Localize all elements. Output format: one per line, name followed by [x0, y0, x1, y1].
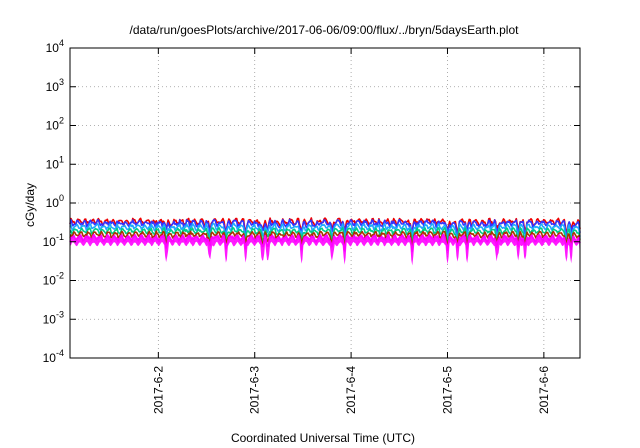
x-tick-label: 2017-6-2: [151, 366, 165, 414]
y-tick-label: 100: [46, 193, 64, 210]
y-tick-label: 101: [46, 154, 64, 171]
series-lines: [69, 217, 581, 253]
y-tick-label: 103: [46, 77, 64, 94]
series-line-3: [69, 222, 581, 243]
x-tick-label: 2017-6-4: [344, 366, 358, 414]
y-tick-label: 104: [46, 38, 64, 55]
x-tick-label: 2017-6-3: [248, 366, 262, 414]
y-tick-label: 102: [46, 116, 64, 133]
y-tick-label: 10-3: [43, 309, 64, 326]
grid-lines: [70, 48, 580, 358]
y-axis-ticks: 10-4 10-3 10-2 10-1 100 101 102 103 104: [43, 38, 580, 365]
y-tick-label: 10-4: [43, 348, 64, 365]
series-line-6: [69, 234, 581, 253]
chart-title: /data/run/goesPlots/archive/2017-06-06/0…: [130, 23, 520, 37]
x-tick-label: 2017-6-6: [537, 366, 551, 414]
series-line-2: [69, 218, 581, 239]
y-tick-label: 10-1: [43, 232, 64, 249]
x-axis-label: Coordinated Universal Time (UTC): [231, 431, 415, 445]
y-tick-label: 10-2: [43, 271, 64, 288]
series-line-5: [69, 230, 581, 249]
x-axis-ticks: 2017-6-2 2017-6-3 2017-6-4 2017-6-5 2017-6-6: [151, 48, 551, 414]
y-axis-label: cGy/day: [23, 183, 37, 227]
x-tick-label: 2017-6-5: [440, 366, 454, 414]
